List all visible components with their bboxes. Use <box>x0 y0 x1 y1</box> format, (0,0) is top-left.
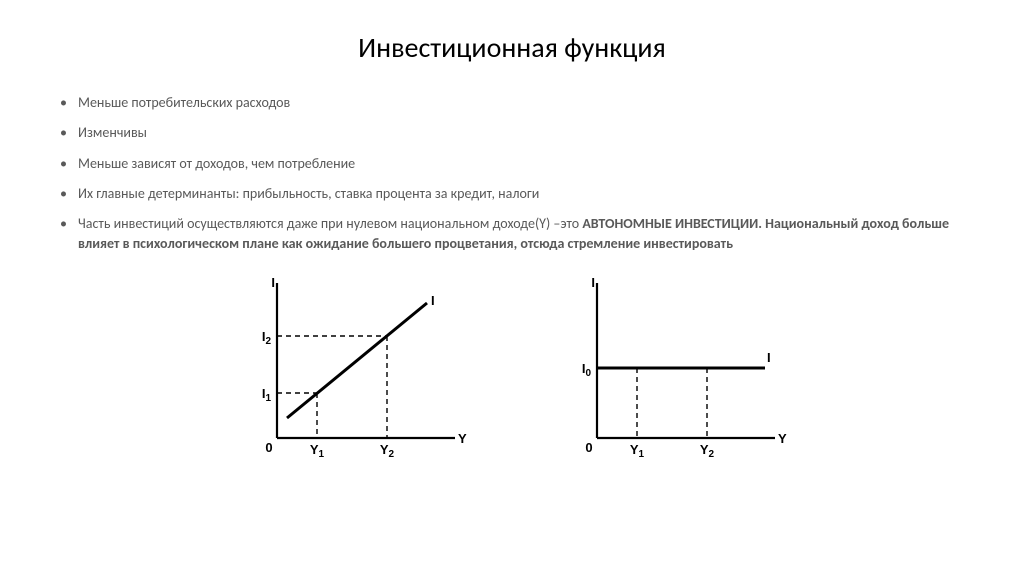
list-item: Изменчивы <box>60 123 984 143</box>
svg-text:Y2: Y2 <box>700 442 715 458</box>
list-item-text: Часть инвестиций осуществляются даже при… <box>78 215 582 232</box>
svg-text:I: I <box>431 293 435 308</box>
svg-text:Y1: Y1 <box>630 442 645 458</box>
list-item: Их главные детерминанты: прибыльность, с… <box>60 184 984 204</box>
page-title: Инвестиционная функция <box>40 30 984 65</box>
svg-text:Y: Y <box>778 431 787 446</box>
charts-row: I Y 0 I I1 I2 Y1 Y2 I Y 0 I I0 Y1 Y2 <box>40 273 984 458</box>
svg-text:I1: I1 <box>262 386 272 404</box>
chart-left-svg: I Y 0 I I1 I2 Y1 Y2 <box>237 273 467 458</box>
svg-text:Y: Y <box>458 431 467 446</box>
svg-text:0: 0 <box>265 440 272 455</box>
svg-text:I0: I0 <box>582 361 592 379</box>
list-item: Меньше зависят от доходов, чем потреблен… <box>60 154 984 174</box>
chart-right-svg: I Y 0 I I0 Y1 Y2 <box>557 273 787 458</box>
list-item: Часть инвестиций осуществляются даже при… <box>60 214 984 255</box>
chart-left: I Y 0 I I1 I2 Y1 Y2 <box>237 273 467 458</box>
svg-text:I: I <box>271 275 275 290</box>
svg-text:0: 0 <box>585 440 592 455</box>
svg-text:I: I <box>767 350 771 365</box>
svg-text:I: I <box>591 275 595 290</box>
bullet-list: Меньше потребительских расходов Изменчив… <box>40 93 984 255</box>
svg-text:Y2: Y2 <box>380 442 395 458</box>
svg-text:I2: I2 <box>262 329 272 347</box>
list-item: Меньше потребительских расходов <box>60 93 984 113</box>
svg-text:Y1: Y1 <box>310 442 325 458</box>
chart-right: I Y 0 I I0 Y1 Y2 <box>557 273 787 458</box>
